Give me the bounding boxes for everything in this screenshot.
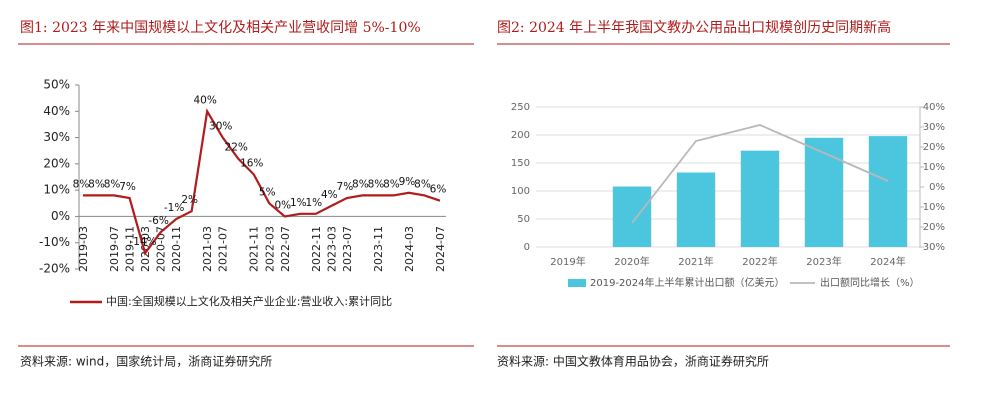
x-tick-label: 2021-03 [201,226,214,272]
data-label: 5% [259,186,276,198]
x-tick-label: 2024年 [870,255,905,268]
y2-tick-label: -30% [919,242,945,253]
legend-swatch [568,279,586,287]
series-line [631,124,889,224]
data-label: -14% [130,236,157,248]
data-label: 6% [430,184,447,196]
y-tick-label: 50 [517,214,530,225]
y2-tick-label: -10% [919,202,945,213]
data-label: 8% [414,178,431,190]
x-tick-label: 2022-07 [279,226,292,272]
y-tick-label: 200 [511,130,530,141]
x-tick-label: 2022-11 [310,226,323,272]
x-tick-label: 2023-07 [341,226,354,272]
x-tick-label: 2021年 [678,255,713,268]
y-tick-label: 0 [524,242,530,253]
y-tick-label: 30% [43,130,70,144]
data-label: -1% [164,202,184,214]
bar [804,137,844,247]
x-tick-label: 2020年 [614,255,649,268]
data-label: 4% [321,189,338,201]
x-tick-label: 2019-03 [77,226,90,272]
data-label: 9% [399,176,416,188]
y-tick-label: 0% [51,209,70,223]
x-tick-label: 2020-03 [139,226,152,272]
legend-label: 出口额同比增长（%） [820,276,920,289]
x-tick-label: 2023-03 [325,226,338,272]
x-tick-label: 2024-03 [403,226,416,272]
x-tick-label: 2022年 [742,255,777,268]
x-tick-label: 2023-11 [372,226,385,272]
legend-label: 中国:全国规模以上文化及相关产业企业:营业收入:累计同比 [106,294,392,308]
y2-tick-label: 30% [923,122,945,133]
bar [612,186,652,247]
bar [868,136,908,247]
source-note: 资料来源: 中国文教体育用品协会，浙商证券研究所 [497,354,769,369]
data-label: 1% [290,197,307,209]
legend-label: 2019-2024年上半年累计出口额（亿美元） [590,276,785,289]
y2-tick-label: 20% [923,142,945,153]
x-tick-label: 2022-03 [263,226,276,272]
chart-title: 图1: 2023 年来中国规模以上文化及相关产业营收同增 5%-10% [20,20,421,36]
y-tick-label: 10% [43,183,70,197]
y-tick-label: 250 [511,102,530,113]
bar [676,172,716,247]
y2-tick-label: 40% [923,102,945,113]
x-tick-label: 2019-11 [124,226,137,272]
x-tick-label: 2020-11 [170,226,183,272]
source-note: 资料来源: wind，国家统计局，浙商证券研究所 [20,354,272,369]
data-label: 40% [194,94,217,106]
chart-title: 图2: 2024 年上半年我国文教办公用品出口规模创历史同期新高 [497,19,891,36]
data-label: 8% [368,178,385,190]
data-label: 1% [305,197,322,209]
y-tick-label: 50% [43,78,70,92]
y2-tick-label: 10% [923,162,945,173]
data-label: 8% [88,178,105,190]
data-label: 8% [104,178,121,190]
data-label: 8% [383,178,400,190]
series-line [83,108,441,256]
y2-tick-label: -20% [919,222,945,233]
y2-tick-label: 0% [929,182,945,193]
x-tick-label: 2021-11 [248,226,261,272]
y-tick-label: 20% [43,156,70,170]
data-label: 7% [119,181,136,193]
data-label: 7% [337,181,354,193]
x-tick-label: 2019年 [550,255,585,268]
x-tick-label: 2024-07 [434,226,447,272]
data-label: 16% [240,157,263,169]
data-label: 22% [225,142,248,154]
y-tick-label: -20% [39,262,70,276]
y-tick-label: 40% [43,104,70,118]
bar [740,150,780,247]
data-label: 2% [181,194,198,206]
y-tick-label: 100 [511,186,530,197]
data-label: 8% [352,178,369,190]
y-tick-label: -10% [39,235,70,249]
data-label: 8% [73,178,90,190]
x-tick-label: 2019-07 [108,226,121,272]
y-tick-label: 150 [511,158,530,169]
data-label: 30% [209,121,232,133]
data-label: 0% [274,199,291,211]
data-label: -6% [148,215,168,227]
x-tick-label: 2023年 [806,255,841,268]
x-tick-label: 2021-07 [217,226,230,272]
